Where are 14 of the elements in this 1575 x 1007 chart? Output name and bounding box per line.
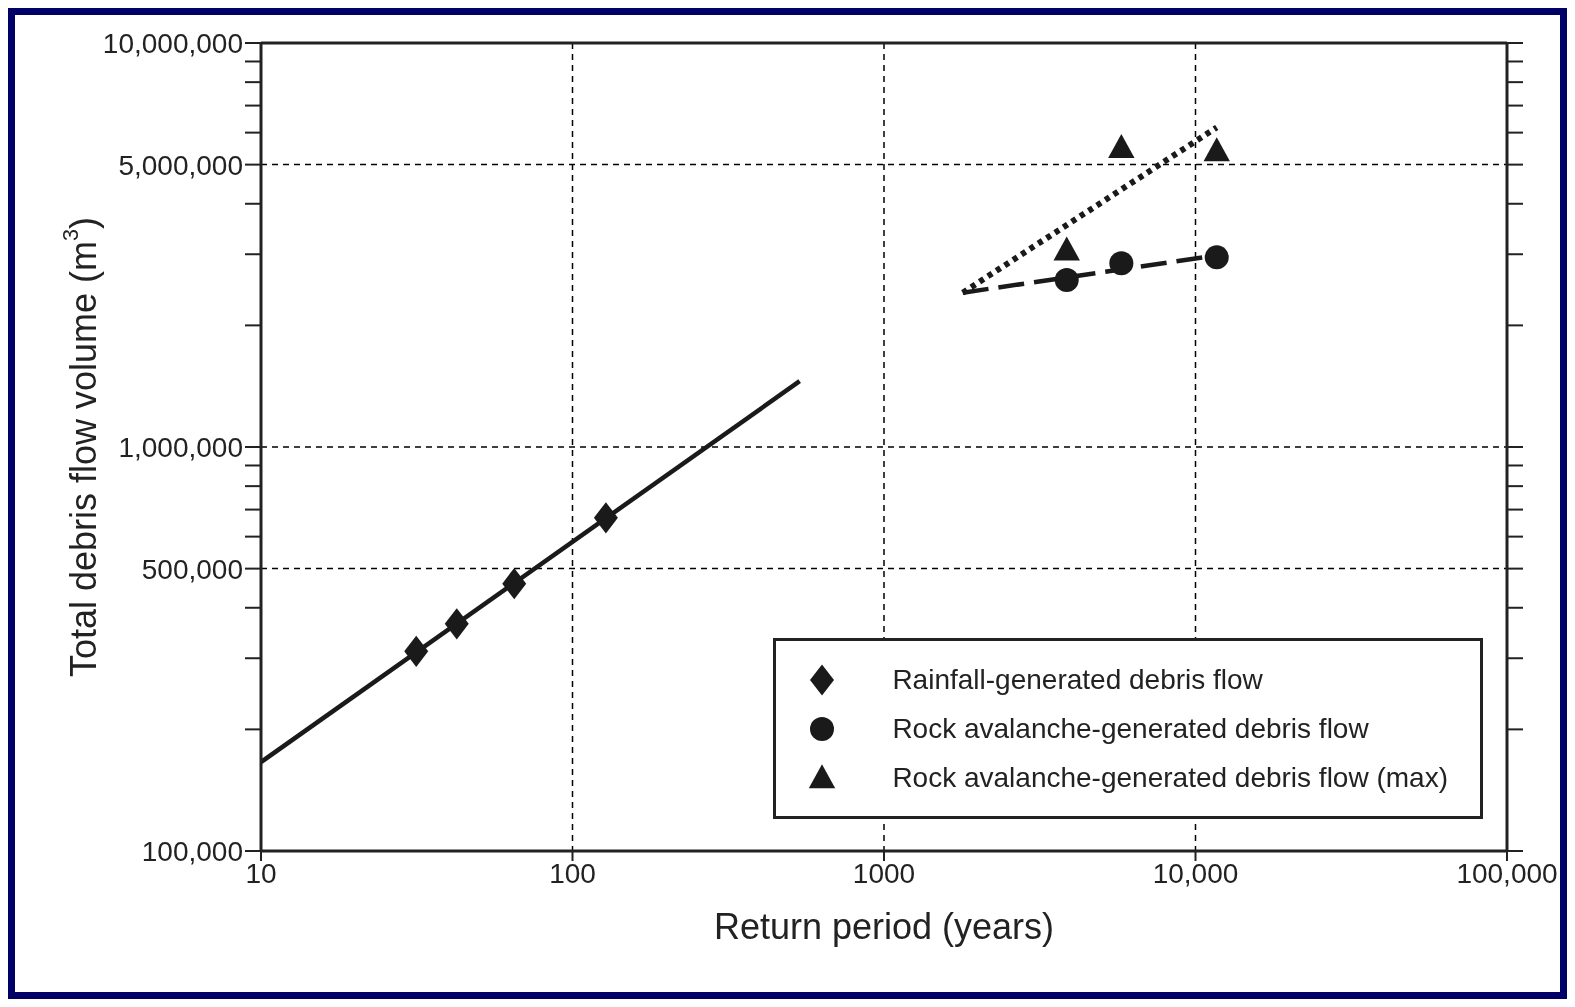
x-tick-label: 100,000 <box>1456 857 1558 889</box>
x-tick-label: 10,000 <box>1152 857 1239 889</box>
x-axis-title: Return period (years) <box>713 906 1055 947</box>
legend-label: Rainfall-generated debris flow <box>892 663 1263 696</box>
legend-label: Rock avalanche-generated debris flow (max) <box>892 761 1448 794</box>
x-tick-label: 10 <box>245 857 277 889</box>
y-tick-label: 500,000 <box>141 553 243 585</box>
legend-label: Rock avalanche-generated debris flow <box>892 712 1369 745</box>
y-tick-label: 5,000,000 <box>118 149 243 181</box>
y-tick-label: 100,000 <box>141 835 243 867</box>
x-tick-label: 100 <box>549 857 596 889</box>
y-tick-label: 10,000,000 <box>102 27 243 59</box>
x-tick-label: 1000 <box>852 857 916 889</box>
y-tick-label: 1,000,000 <box>118 431 243 463</box>
